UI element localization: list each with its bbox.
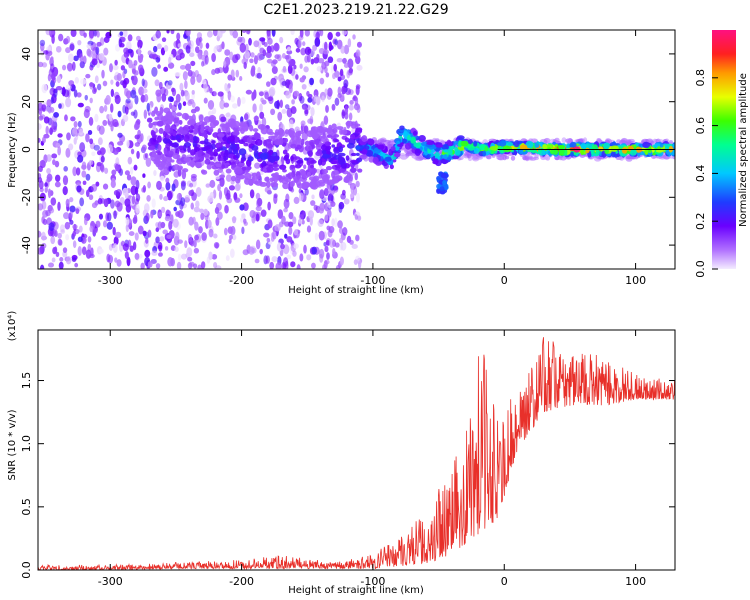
x-tick-label: 100 [625, 575, 646, 588]
snr-x-ticks: -300 -200 -100 0 100 [98, 330, 646, 588]
x-tick-label: -100 [360, 575, 385, 588]
x-tick-label: -300 [98, 274, 123, 287]
x-tick-label: 0 [501, 575, 508, 588]
colorbar-tick-label: 0.6 [694, 117, 707, 135]
colorbar-tick-label: 0.0 [694, 260, 707, 278]
figure-title: C2E1.2023.219.21.22.G29 [263, 2, 448, 18]
snr-y-ticks: 0.0 0.5 1.0 1.5 [20, 372, 675, 579]
y-tick-label: 1.5 [20, 372, 33, 390]
y-tick-label: 40 [20, 47, 33, 61]
y-tick-label: 0 [20, 146, 33, 153]
y-tick-label: -40 [20, 236, 33, 254]
colorbar-ticks: 0.0 0.2 0.4 0.6 0.8 [694, 69, 718, 278]
spectrogram-heatmap [38, 30, 675, 269]
x-tick-label: 100 [625, 274, 646, 287]
y-tick-label: -20 [20, 188, 33, 206]
y-tick-label: 0.0 [20, 561, 33, 579]
colorbar-label: Normalized spectral amplitude [738, 73, 749, 227]
spectrogram-y-ticks: -40 -20 0 20 40 [20, 47, 675, 254]
x-tick-label: 0 [501, 274, 508, 287]
snr-frame [37, 329, 676, 571]
colorbar-tick-label: 0.4 [694, 165, 707, 183]
snr-y-label: SNR (10 * v/v) [7, 409, 18, 480]
colorbar-gradient [712, 30, 736, 269]
colorbar-tick-label: 0.8 [694, 69, 707, 87]
x-tick-label: -200 [229, 274, 254, 287]
colorbar: 0.0 0.2 0.4 0.6 0.8 Normalized spectral ampl… [694, 30, 749, 278]
x-tick-label: -200 [229, 575, 254, 588]
snr-series-line [38, 337, 675, 570]
x-tick-label: -300 [98, 575, 123, 588]
y-tick-label: 1.0 [20, 435, 33, 453]
snr-x-label: Height of straight line (km) [288, 585, 424, 596]
colorbar-tick-label: 0.2 [694, 212, 707, 230]
spectrogram-x-ticks: -300 -200 -100 0 100 [98, 30, 646, 287]
snr-panel: -300 -200 -100 0 100 0.0 0.5 1.0 1.5 Height of … [7, 311, 676, 596]
y-tick-label: 0.5 [20, 498, 33, 516]
snr-y-unit: (x10⁴) [7, 311, 18, 342]
spectrogram-y-label: Frequency (Hz) [7, 112, 18, 188]
y-tick-label: 20 [20, 95, 33, 109]
spectrogram-x-label: Height of straight line (km) [288, 285, 424, 296]
x-tick-label: -100 [360, 274, 385, 287]
